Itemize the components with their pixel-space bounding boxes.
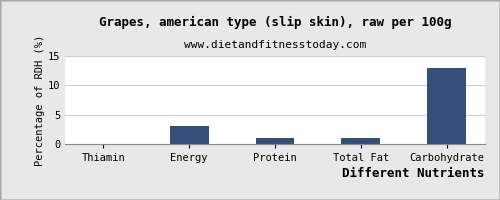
Text: Grapes, american type (slip skin), raw per 100g: Grapes, american type (slip skin), raw p… — [99, 16, 451, 29]
Bar — [428, 68, 466, 144]
Text: www.dietandfitnesstoday.com: www.dietandfitnesstoday.com — [184, 40, 366, 50]
Bar — [342, 138, 380, 144]
Bar — [170, 126, 208, 144]
X-axis label: Different Nutrients: Different Nutrients — [342, 167, 485, 180]
Title: Grapes, american type (slip skin), raw per 100g
www.dietandfitnesstoday.com: Grapes, american type (slip skin), raw p… — [0, 199, 1, 200]
Bar — [256, 138, 294, 144]
Y-axis label: Percentage of RDH (%): Percentage of RDH (%) — [35, 34, 45, 166]
